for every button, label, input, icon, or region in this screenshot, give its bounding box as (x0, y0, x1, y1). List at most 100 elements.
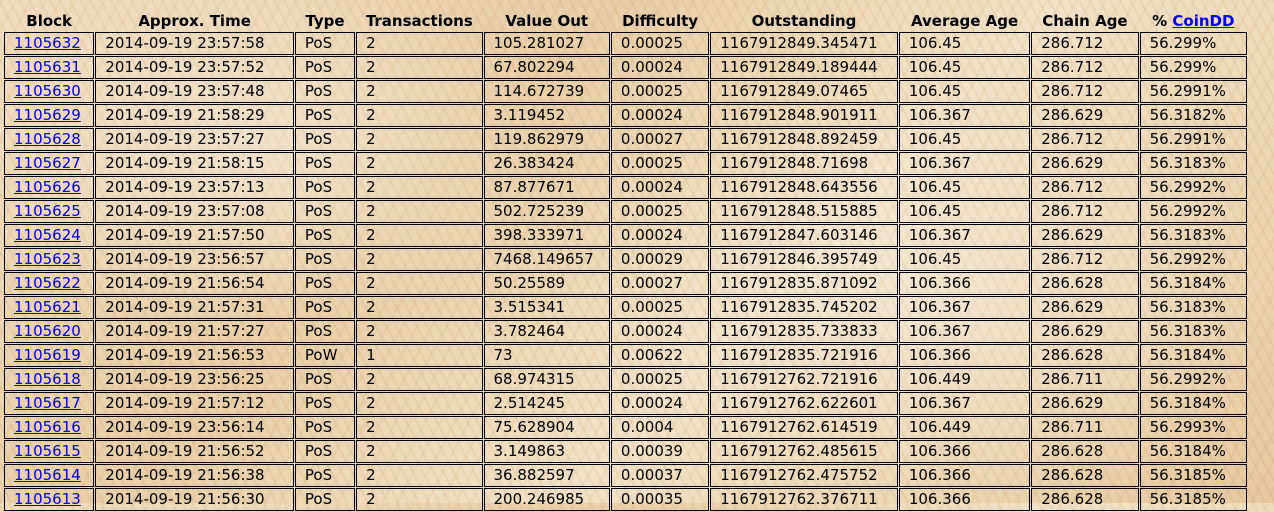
type-cell: PoS (294, 392, 356, 415)
difficulty-cell: 0.0004 (610, 416, 710, 439)
value-out-cell: 200.246985 (483, 488, 610, 511)
block-link[interactable]: 1105615 (14, 442, 81, 460)
coindd-link[interactable]: CoinDD (1172, 12, 1235, 30)
time-cell: 2014-09-19 23:56:14 (95, 416, 294, 439)
value-out-cell: 3.515341 (483, 296, 610, 319)
table-row: 1105625 2014-09-19 23:57:08 PoS 2 502.72… (4, 200, 1247, 223)
type-cell: PoS (294, 32, 356, 55)
average-age-cell: 106.366 (898, 464, 1031, 487)
block-link[interactable]: 1105619 (14, 346, 81, 364)
block-cell: 1105631 (4, 56, 95, 79)
value-out-cell: 105.281027 (483, 32, 610, 55)
outstanding-cell: 1167912835.871092 (710, 272, 898, 295)
average-age-cell: 106.366 (898, 272, 1031, 295)
block-link[interactable]: 1105616 (14, 418, 81, 436)
block-link[interactable]: 1105623 (14, 250, 81, 268)
block-link[interactable]: 1105621 (14, 298, 81, 316)
average-age-cell: 106.449 (898, 368, 1031, 391)
time-cell: 2014-09-19 23:57:52 (95, 56, 294, 79)
type-cell: PoS (294, 176, 356, 199)
outstanding-cell: 1167912848.643556 (710, 176, 898, 199)
block-link[interactable]: 1105631 (14, 58, 81, 76)
chain-age-cell: 286.712 (1031, 128, 1139, 151)
time-cell: 2014-09-19 21:56:38 (95, 464, 294, 487)
outstanding-cell: 1167912848.515885 (710, 200, 898, 223)
type-cell: PoS (294, 416, 356, 439)
transactions-cell: 2 (356, 416, 483, 439)
header-average-age: Average Age (910, 12, 1019, 30)
difficulty-cell: 0.00024 (610, 176, 710, 199)
block-link[interactable]: 1105618 (14, 370, 81, 388)
transactions-cell: 1 (356, 344, 483, 367)
block-cell: 1105632 (4, 32, 95, 55)
time-cell: 2014-09-19 21:56:30 (95, 488, 294, 511)
chain-age-cell: 286.711 (1031, 368, 1139, 391)
time-cell: 2014-09-19 21:56:52 (95, 440, 294, 463)
outstanding-cell: 1167912849.07465 (710, 80, 898, 103)
time-cell: 2014-09-19 21:58:29 (95, 104, 294, 127)
block-link[interactable]: 1105630 (14, 82, 81, 100)
block-cell: 1105630 (4, 80, 95, 103)
average-age-cell: 106.366 (898, 488, 1031, 511)
block-link[interactable]: 1105622 (14, 274, 81, 292)
time-cell: 2014-09-19 23:56:25 (95, 368, 294, 391)
table-row: 1105630 2014-09-19 23:57:48 PoS 2 114.67… (4, 80, 1247, 103)
block-link[interactable]: 1105629 (14, 106, 81, 124)
outstanding-cell: 1167912848.892459 (710, 128, 898, 151)
block-link[interactable]: 1105620 (14, 322, 81, 340)
table-row: 1105626 2014-09-19 23:57:13 PoS 2 87.877… (4, 176, 1247, 199)
block-link[interactable]: 1105624 (14, 226, 81, 244)
header-row: Block Approx. Time Type Transactions Val… (4, 10, 1247, 31)
chain-age-cell: 286.628 (1031, 488, 1139, 511)
difficulty-cell: 0.00025 (610, 80, 710, 103)
block-link[interactable]: 1105617 (14, 394, 81, 412)
header-value-out: Value Out (505, 12, 589, 30)
time-cell: 2014-09-19 23:57:58 (95, 32, 294, 55)
table-row: 1105619 2014-09-19 21:56:53 PoW 1 73 0.0… (4, 344, 1247, 367)
transactions-cell: 2 (356, 176, 483, 199)
value-out-cell: 398.333971 (483, 224, 610, 247)
difficulty-cell: 0.00027 (610, 272, 710, 295)
transactions-cell: 2 (356, 464, 483, 487)
type-cell: PoS (294, 200, 356, 223)
percent-coindd-cell: 56.3184% (1139, 392, 1247, 415)
header-transactions: Transactions (365, 12, 473, 30)
time-cell: 2014-09-19 21:57:50 (95, 224, 294, 247)
time-cell: 2014-09-19 23:57:08 (95, 200, 294, 223)
difficulty-cell: 0.00025 (610, 200, 710, 223)
time-cell: 2014-09-19 23:57:48 (95, 80, 294, 103)
block-link[interactable]: 1105613 (14, 490, 81, 508)
header-time: Approx. Time (138, 12, 251, 30)
value-out-cell: 87.877671 (483, 176, 610, 199)
value-out-cell: 502.725239 (483, 200, 610, 223)
block-link[interactable]: 1105632 (14, 34, 81, 52)
table-row: 1105629 2014-09-19 21:58:29 PoS 2 3.1194… (4, 104, 1247, 127)
table-row: 1105617 2014-09-19 21:57:12 PoS 2 2.5142… (4, 392, 1247, 415)
block-cell: 1105624 (4, 224, 95, 247)
value-out-cell: 3.149863 (483, 440, 610, 463)
block-link[interactable]: 1105626 (14, 178, 81, 196)
type-cell: PoW (294, 344, 356, 367)
block-link[interactable]: 1105628 (14, 130, 81, 148)
average-age-cell: 106.367 (898, 224, 1031, 247)
difficulty-cell: 0.00024 (610, 56, 710, 79)
average-age-cell: 106.367 (898, 152, 1031, 175)
transactions-cell: 2 (356, 440, 483, 463)
block-link[interactable]: 1105625 (14, 202, 81, 220)
transactions-cell: 2 (356, 392, 483, 415)
difficulty-cell: 0.00025 (610, 368, 710, 391)
table-row: 1105624 2014-09-19 21:57:50 PoS 2 398.33… (4, 224, 1247, 247)
average-age-cell: 106.367 (898, 296, 1031, 319)
block-cell: 1105619 (4, 344, 95, 367)
block-cell: 1105620 (4, 320, 95, 343)
value-out-cell: 67.802294 (483, 56, 610, 79)
block-link[interactable]: 1105627 (14, 154, 81, 172)
average-age-cell: 106.366 (898, 440, 1031, 463)
percent-coindd-cell: 56.3183% (1139, 320, 1247, 343)
block-link[interactable]: 1105614 (14, 466, 81, 484)
header-difficulty: Difficulty (622, 12, 699, 30)
outstanding-cell: 1167912762.475752 (710, 464, 898, 487)
outstanding-cell: 1167912846.395749 (710, 248, 898, 271)
chain-age-cell: 286.712 (1031, 176, 1139, 199)
type-cell: PoS (294, 464, 356, 487)
